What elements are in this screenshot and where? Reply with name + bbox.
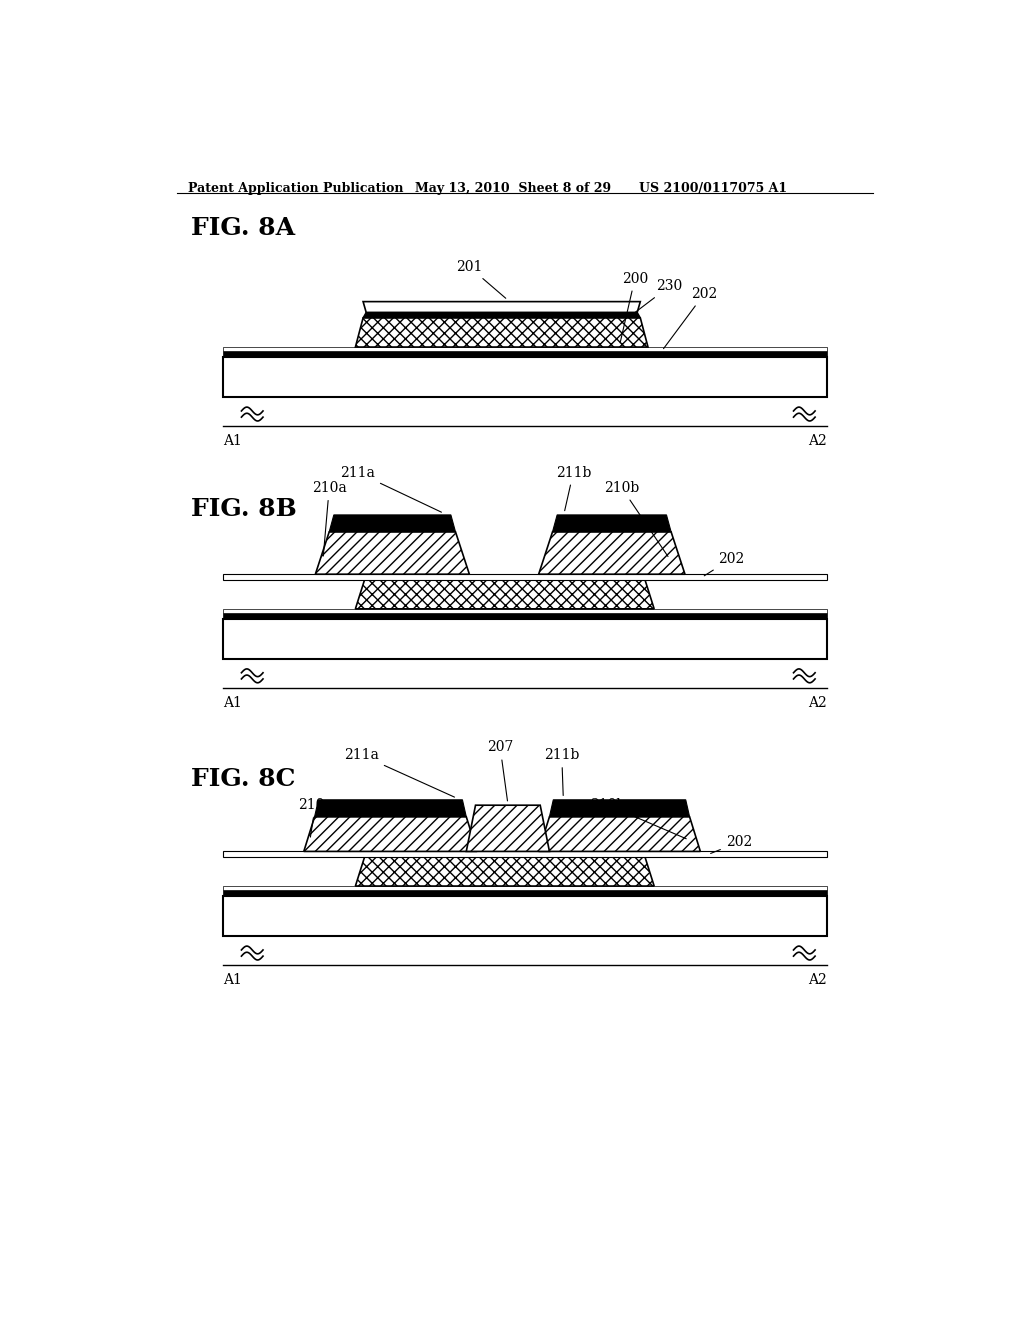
Polygon shape — [553, 515, 671, 532]
Polygon shape — [355, 318, 648, 347]
Text: A1: A1 — [223, 696, 242, 710]
Polygon shape — [223, 358, 826, 397]
Text: US 2100/0117075 A1: US 2100/0117075 A1 — [639, 182, 786, 194]
Polygon shape — [304, 817, 477, 851]
Polygon shape — [223, 347, 826, 351]
Polygon shape — [223, 609, 826, 612]
Polygon shape — [223, 351, 826, 358]
Text: FIG. 8C: FIG. 8C — [190, 767, 295, 791]
Polygon shape — [539, 532, 685, 574]
Polygon shape — [539, 817, 700, 851]
Text: A2: A2 — [808, 696, 826, 710]
Text: 210b: 210b — [604, 480, 668, 557]
Text: May 13, 2010  Sheet 8 of 29: May 13, 2010 Sheet 8 of 29 — [416, 182, 611, 194]
Polygon shape — [223, 890, 826, 896]
Polygon shape — [223, 896, 826, 936]
Text: FIG. 8B: FIG. 8B — [190, 498, 296, 521]
Polygon shape — [364, 302, 640, 313]
Text: 202: 202 — [711, 836, 752, 854]
Polygon shape — [355, 579, 654, 609]
Polygon shape — [223, 574, 826, 579]
Text: FIG. 8A: FIG. 8A — [190, 216, 295, 240]
Polygon shape — [223, 619, 826, 659]
Polygon shape — [330, 515, 456, 532]
Polygon shape — [223, 886, 826, 890]
Text: 211b: 211b — [556, 466, 591, 511]
Text: 211a: 211a — [340, 466, 441, 512]
Polygon shape — [315, 532, 469, 574]
Polygon shape — [355, 857, 654, 886]
Text: A2: A2 — [808, 973, 826, 987]
Text: 207: 207 — [487, 741, 513, 801]
Text: 210a: 210a — [312, 480, 346, 556]
Polygon shape — [223, 851, 826, 857]
Text: 202: 202 — [705, 552, 744, 576]
Text: A1: A1 — [223, 973, 242, 987]
Text: A2: A2 — [808, 434, 826, 447]
Text: A1: A1 — [223, 434, 242, 447]
Polygon shape — [314, 800, 466, 817]
Text: 211b: 211b — [544, 748, 580, 796]
Polygon shape — [223, 612, 826, 619]
Polygon shape — [364, 313, 640, 318]
Text: 200: 200 — [621, 272, 648, 343]
Polygon shape — [466, 805, 550, 851]
Text: 210a: 210a — [298, 799, 333, 837]
Polygon shape — [550, 800, 689, 817]
Text: 230: 230 — [633, 280, 683, 314]
Text: 201: 201 — [456, 260, 506, 298]
Text: 211a: 211a — [344, 748, 455, 797]
Text: Patent Application Publication: Patent Application Publication — [188, 182, 403, 194]
Text: 202: 202 — [664, 286, 718, 348]
Text: 210b: 210b — [590, 799, 686, 838]
